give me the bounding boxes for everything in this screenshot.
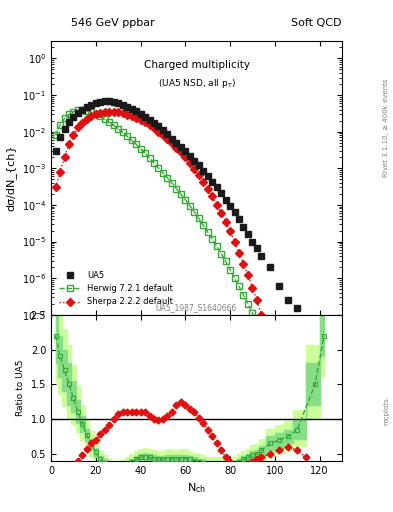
Y-axis label: dσ/dN_{ch}: dσ/dN_{ch} <box>6 144 17 211</box>
Text: mcplots.: mcplots. <box>383 395 389 424</box>
X-axis label: N$_\mathrm{ch}$: N$_\mathrm{ch}$ <box>187 481 206 495</box>
Text: 546 GeV ppbar: 546 GeV ppbar <box>71 18 154 28</box>
Text: Charged multiplicity: Charged multiplicity <box>143 60 250 70</box>
Text: Rivet 3.1.10, ≥ 400k events: Rivet 3.1.10, ≥ 400k events <box>383 79 389 177</box>
Text: Soft QCD: Soft QCD <box>292 18 342 28</box>
Text: UA5_1987_S1640666: UA5_1987_S1640666 <box>156 303 237 312</box>
Text: (UA5 NSD, all p$_\mathrm{T}$): (UA5 NSD, all p$_\mathrm{T}$) <box>158 77 235 90</box>
Legend: UA5, Herwig 7.2.1 default, Sherpa 2.2.2 default: UA5, Herwig 7.2.1 default, Sherpa 2.2.2 … <box>55 267 177 311</box>
Y-axis label: Ratio to UA5: Ratio to UA5 <box>16 359 25 416</box>
